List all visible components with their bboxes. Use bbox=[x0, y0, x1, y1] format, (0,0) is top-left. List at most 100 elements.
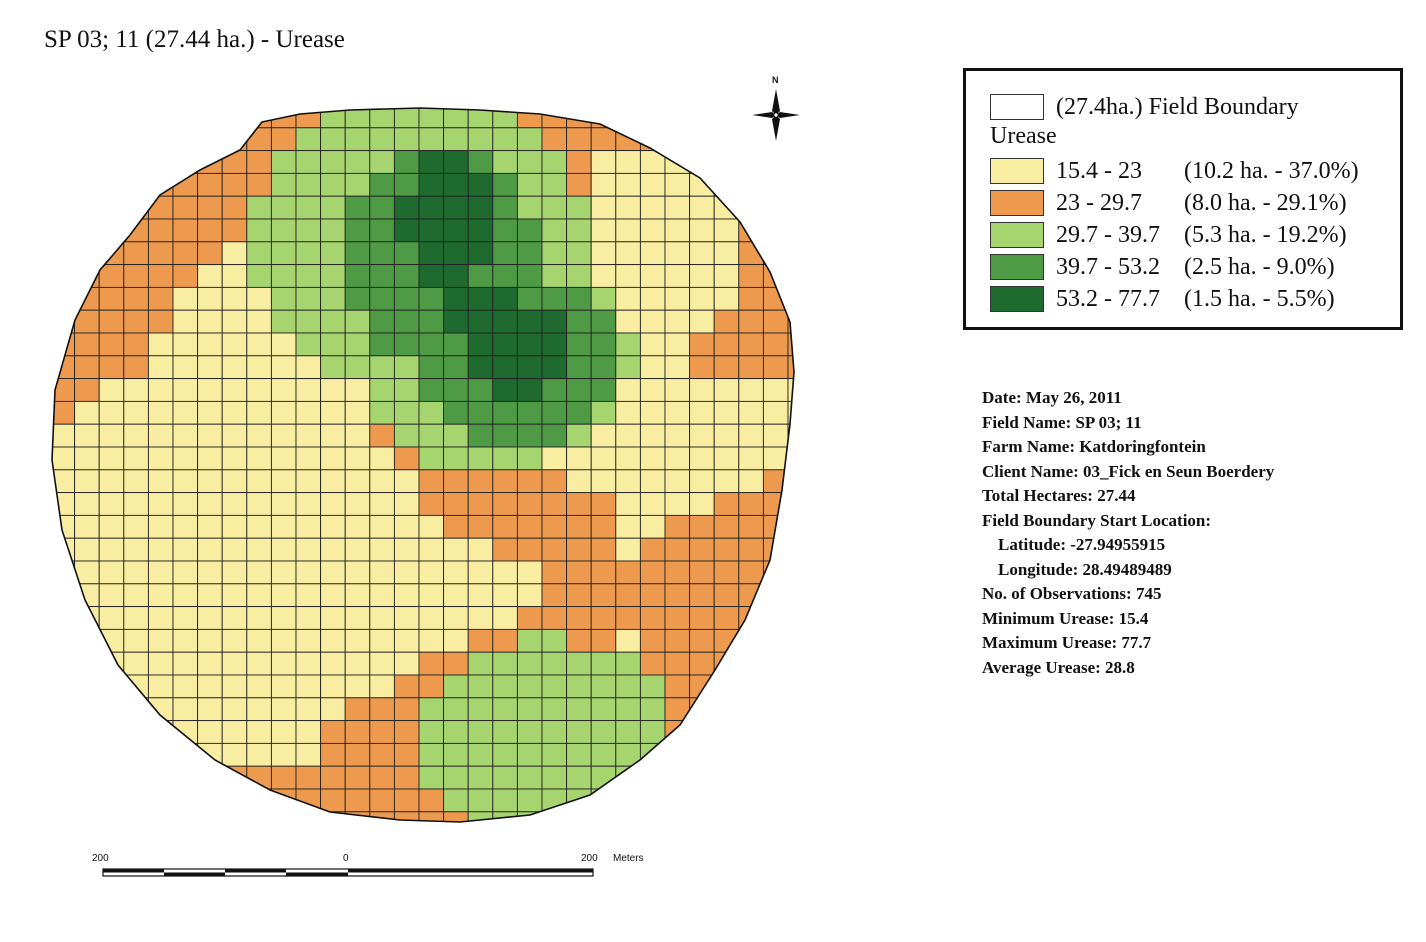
grid-cell bbox=[123, 309, 149, 334]
grid-cell bbox=[123, 469, 149, 494]
grid-cell bbox=[418, 742, 445, 767]
grid-cell bbox=[590, 355, 617, 380]
grid-cell bbox=[713, 765, 740, 790]
info-date: Date: May 26, 2011 bbox=[982, 388, 1122, 407]
grid-cell bbox=[98, 492, 125, 516]
grid-cell bbox=[492, 264, 518, 288]
grid-cell bbox=[492, 514, 518, 539]
grid-cell bbox=[689, 241, 715, 266]
grid-cell bbox=[639, 446, 666, 471]
grid-cell bbox=[590, 606, 617, 630]
grid-cell bbox=[639, 469, 666, 494]
grid-cell bbox=[344, 378, 371, 402]
grid-cell bbox=[639, 309, 666, 334]
grid-cell bbox=[172, 492, 199, 516]
grid-cell bbox=[246, 423, 272, 448]
grid-cell bbox=[418, 355, 445, 380]
grid-cell bbox=[664, 332, 691, 357]
grid-cell bbox=[639, 583, 666, 608]
grid-cell bbox=[246, 583, 272, 608]
grid-cell bbox=[467, 264, 494, 288]
legend-class-range: 23 - 29.7 bbox=[1056, 189, 1142, 216]
grid-cell bbox=[52, 492, 76, 516]
grid-cell bbox=[566, 355, 592, 380]
grid-cell bbox=[762, 241, 789, 266]
grid-cell bbox=[295, 560, 322, 585]
grid-cell bbox=[320, 446, 346, 471]
grid-cell bbox=[566, 537, 592, 562]
grid-cell bbox=[123, 606, 149, 630]
grid-cell bbox=[295, 423, 322, 448]
grid-cell bbox=[344, 150, 371, 174]
grid-cell bbox=[221, 355, 248, 380]
grid-cell bbox=[787, 286, 794, 311]
grid-cell bbox=[320, 560, 346, 585]
grid-cell bbox=[713, 378, 740, 402]
grid-cell bbox=[639, 651, 666, 676]
grid-cell bbox=[270, 651, 297, 676]
grid-cell bbox=[467, 697, 494, 722]
grid-cell bbox=[393, 218, 420, 243]
legend-class-stats: (1.5 ha. - 5.5%) bbox=[1184, 285, 1335, 312]
grid-cell bbox=[344, 195, 371, 220]
grid-cell bbox=[443, 400, 469, 425]
grid-cell bbox=[566, 628, 592, 653]
grid-cell bbox=[689, 195, 715, 220]
grid-cell bbox=[98, 537, 125, 562]
grid-cell bbox=[320, 332, 346, 357]
grid-cell bbox=[418, 560, 445, 585]
grid-cell bbox=[270, 765, 297, 790]
grid-cell bbox=[541, 446, 568, 471]
grid-cell bbox=[320, 378, 346, 402]
grid-cell bbox=[615, 309, 641, 334]
grid-cell bbox=[123, 108, 149, 129]
grid-cell bbox=[246, 697, 272, 722]
grid-cell bbox=[246, 628, 272, 653]
grid-cell bbox=[738, 286, 764, 311]
grid-cell bbox=[467, 446, 494, 471]
grid-cell bbox=[295, 150, 322, 174]
grid-cell bbox=[172, 332, 199, 357]
scale-center-label: 0 bbox=[343, 853, 349, 864]
grid-cell bbox=[566, 309, 592, 334]
grid-cell bbox=[615, 492, 641, 516]
grid-cell bbox=[689, 309, 715, 334]
grid-cell bbox=[713, 788, 740, 813]
grid-cell bbox=[541, 332, 568, 357]
grid-cell bbox=[639, 400, 666, 425]
grid-cell bbox=[123, 628, 149, 653]
grid-cell bbox=[295, 332, 322, 357]
grid-cell bbox=[344, 469, 371, 494]
grid-cell bbox=[172, 628, 199, 653]
grid-cell bbox=[492, 218, 518, 243]
grid-cell bbox=[74, 742, 100, 767]
grid-cell bbox=[762, 765, 789, 790]
grid-cell bbox=[270, 286, 297, 311]
grid-cell bbox=[762, 195, 789, 220]
grid-cell bbox=[689, 264, 715, 288]
grid-cell bbox=[516, 674, 543, 699]
grid-cell bbox=[172, 560, 199, 585]
grid-cell bbox=[74, 286, 100, 311]
grid-cell bbox=[762, 697, 789, 722]
grid-cell bbox=[369, 150, 395, 174]
grid-cell bbox=[541, 400, 568, 425]
grid-cell bbox=[689, 446, 715, 471]
grid-cell bbox=[221, 492, 248, 516]
legend-class-stats: (5.3 ha. - 19.2%) bbox=[1184, 221, 1347, 248]
grid-cell bbox=[320, 651, 346, 676]
grid-cell bbox=[516, 355, 543, 380]
grid-cell bbox=[221, 446, 248, 471]
field-boundary bbox=[51, 107, 795, 823]
grid-cell bbox=[344, 537, 371, 562]
grid-cell bbox=[516, 514, 543, 539]
grid-cell bbox=[197, 241, 223, 266]
grid-cell bbox=[615, 286, 641, 311]
grid-cell bbox=[270, 469, 297, 494]
grid-cell bbox=[320, 628, 346, 653]
grid-cell bbox=[566, 560, 592, 585]
grid-cell bbox=[295, 674, 322, 699]
grid-cell bbox=[344, 218, 371, 243]
grid-cell bbox=[566, 606, 592, 630]
